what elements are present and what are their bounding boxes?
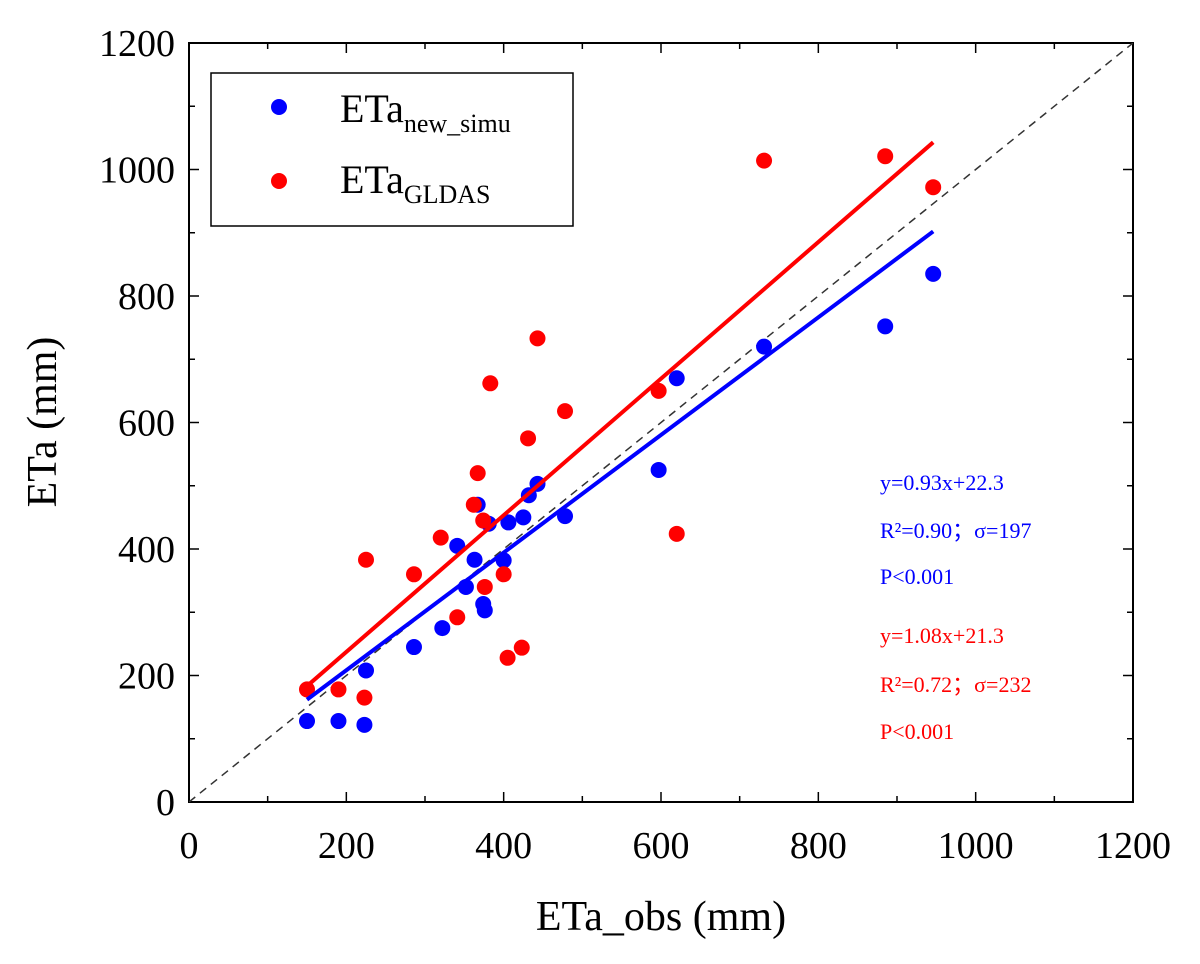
y-tick-label: 800 <box>118 276 175 318</box>
annotation-gldas-p: P<0.001 <box>880 719 954 744</box>
data-point-new_simu <box>925 265 942 282</box>
data-point-new_simu <box>299 713 315 730</box>
y-axis-title: ETa (mm) <box>20 337 66 508</box>
data-point-new_simu <box>650 461 667 478</box>
legend-label-new-simu: ETanew_simu <box>340 86 511 138</box>
data-point-new_simu <box>434 620 451 637</box>
x-tick-label: 1200 <box>1095 825 1171 867</box>
data-point-GLDAS <box>520 430 537 447</box>
data-point-GLDAS <box>482 375 499 392</box>
x-tick-label: 200 <box>318 825 375 867</box>
y-tick-label: 1000 <box>99 150 175 192</box>
data-point-new_simu <box>668 370 685 387</box>
fit-lines-layer <box>305 140 935 702</box>
x-tick-label: 600 <box>633 825 690 867</box>
annotation-gldas-r2: R²=0.72；σ=232 <box>880 672 1031 697</box>
y-tick-label: 200 <box>118 656 175 698</box>
fit-line-new_simu <box>305 229 935 702</box>
data-point-GLDAS <box>330 681 347 698</box>
y-tick-label: 600 <box>118 403 175 445</box>
legend-marker-gldas <box>271 173 287 189</box>
data-point-GLDAS <box>499 649 516 666</box>
legend: ETanew_simu ETaGLDAS <box>210 72 574 227</box>
data-point-GLDAS <box>449 609 466 626</box>
annotation-new-simu-equation: y=0.93x+22.3 <box>880 470 1004 495</box>
axis-ticks <box>188 42 1134 803</box>
one-to-one-line-layer <box>189 43 1133 802</box>
data-point-GLDAS <box>405 566 422 583</box>
y-tick-label: 0 <box>156 782 175 824</box>
data-point-GLDAS <box>469 465 486 482</box>
data-point-new_simu <box>405 639 422 656</box>
x-tick-label: 400 <box>475 825 532 867</box>
x-tick-label: 800 <box>790 825 847 867</box>
series-GLDAS-points <box>299 148 942 706</box>
data-point-new_simu <box>356 716 373 733</box>
data-point-GLDAS <box>475 512 492 529</box>
annotation-gldas-equation: y=1.08x+21.3 <box>880 623 1004 648</box>
axis-tick-labels: 0 200 400 600 800 1000 1200 0 200 400 600 800 1000 12… <box>99 23 1171 867</box>
data-point-GLDAS <box>513 639 530 656</box>
data-point-new_simu <box>500 514 517 531</box>
series-new_simu-points <box>299 265 942 733</box>
legend-label-gldas: ETaGLDAS <box>340 157 491 209</box>
data-point-GLDAS <box>756 152 773 169</box>
data-point-GLDAS <box>358 551 374 568</box>
annotation-new-simu: y=0.93x+22.3 R²=0.90；σ=197 P<0.001 <box>880 470 1031 589</box>
y-tick-label: 1200 <box>99 23 175 65</box>
data-point-GLDAS <box>668 525 685 542</box>
data-point-new_simu <box>466 551 483 568</box>
data-point-new_simu <box>756 338 773 355</box>
data-point-GLDAS <box>495 566 512 583</box>
data-point-new_simu <box>330 713 347 730</box>
one-to-one-line <box>189 43 1133 802</box>
data-point-GLDAS <box>529 330 546 347</box>
data-point-GLDAS <box>650 382 667 399</box>
data-point-GLDAS <box>557 403 574 420</box>
legend-box <box>210 72 574 227</box>
data-point-new_simu <box>358 662 374 679</box>
y-tick-label: 400 <box>118 529 175 571</box>
x-axis-title: ETa_obs (mm) <box>536 894 786 940</box>
legend-marker-new-simu <box>271 99 287 115</box>
x-tick-label: 0 <box>180 825 199 867</box>
data-point-new_simu <box>877 318 894 335</box>
annotation-new-simu-r2: R²=0.90；σ=197 <box>880 518 1031 543</box>
x-tick-label: 1000 <box>938 825 1014 867</box>
data-point-GLDAS <box>356 689 373 706</box>
annotation-new-simu-p: P<0.001 <box>880 564 954 589</box>
data-point-GLDAS <box>925 179 942 196</box>
data-point-GLDAS <box>432 529 449 546</box>
data-points-layer <box>299 148 942 733</box>
data-point-new_simu <box>515 509 532 526</box>
data-point-GLDAS <box>465 496 482 513</box>
annotation-gldas: y=1.08x+21.3 R²=0.72；σ=232 P<0.001 <box>880 623 1031 744</box>
fit-line-GLDAS <box>305 140 935 688</box>
data-point-GLDAS <box>877 148 894 165</box>
data-point-GLDAS <box>476 578 493 595</box>
data-point-GLDAS <box>299 681 315 698</box>
data-point-new_simu <box>476 602 493 619</box>
